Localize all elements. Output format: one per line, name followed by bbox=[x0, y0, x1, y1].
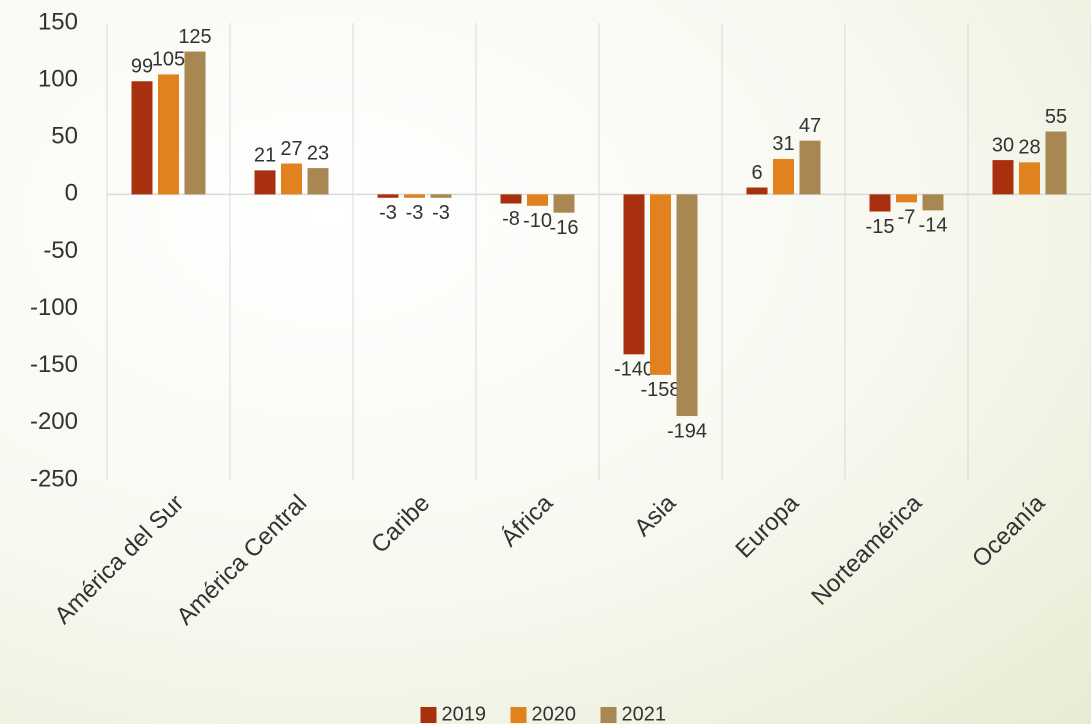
x-tick-label: Norteamérica bbox=[806, 489, 927, 610]
y-tick-label: 50 bbox=[51, 123, 78, 150]
bar bbox=[623, 194, 645, 355]
y-tick-label: 0 bbox=[65, 180, 78, 207]
bar bbox=[404, 194, 425, 198]
data-label: -3 bbox=[379, 202, 397, 224]
bar bbox=[430, 194, 452, 198]
data-label: 30 bbox=[992, 134, 1014, 156]
legend-label: 2021 bbox=[622, 703, 667, 724]
bar bbox=[307, 168, 329, 195]
bar bbox=[281, 163, 302, 195]
y-tick-label: 150 bbox=[38, 8, 78, 35]
data-label: 105 bbox=[152, 49, 185, 71]
bar bbox=[377, 194, 399, 198]
data-label: -7 bbox=[898, 207, 916, 229]
bar bbox=[992, 160, 1014, 195]
y-tick-label: -150 bbox=[30, 351, 78, 378]
data-label: 47 bbox=[799, 115, 821, 137]
bar bbox=[799, 140, 821, 195]
bar bbox=[527, 194, 548, 206]
bar bbox=[1045, 131, 1067, 195]
bar bbox=[254, 170, 276, 195]
data-label: 31 bbox=[772, 133, 794, 155]
x-tick-label: África bbox=[496, 489, 559, 552]
bar bbox=[131, 81, 153, 195]
data-label: 21 bbox=[254, 145, 276, 167]
bar bbox=[1019, 162, 1040, 195]
data-label: -14 bbox=[919, 215, 948, 237]
data-label: -15 bbox=[866, 216, 895, 238]
data-label: -3 bbox=[406, 202, 424, 224]
data-label: -140 bbox=[614, 359, 654, 381]
y-tick-label: -250 bbox=[30, 465, 78, 492]
data-label: 27 bbox=[280, 138, 302, 160]
bar bbox=[922, 194, 944, 211]
data-label: -158 bbox=[640, 379, 680, 401]
data-label: 23 bbox=[307, 142, 329, 164]
x-tick-label: Caribe bbox=[366, 490, 435, 559]
bar bbox=[500, 194, 522, 204]
bar bbox=[553, 194, 575, 213]
legend-swatch bbox=[420, 707, 437, 723]
legend-label: 2019 bbox=[442, 703, 487, 724]
bar bbox=[184, 51, 206, 195]
bar bbox=[896, 194, 917, 203]
bar bbox=[158, 74, 179, 195]
x-tick-label: Oceanía bbox=[967, 489, 1051, 573]
x-tick-label: América del Sur bbox=[49, 490, 189, 630]
bar bbox=[650, 194, 671, 375]
x-tick-label: Europa bbox=[730, 489, 804, 563]
bar bbox=[676, 194, 698, 417]
data-label: -8 bbox=[502, 208, 520, 230]
bar bbox=[869, 194, 891, 212]
data-label: -194 bbox=[667, 420, 707, 442]
legend-label: 2020 bbox=[532, 703, 577, 724]
y-tick-label: 100 bbox=[38, 65, 78, 92]
x-tick-label: América Central bbox=[171, 490, 312, 631]
legend-swatch bbox=[600, 707, 617, 723]
legend-swatch bbox=[510, 707, 527, 723]
data-label: 28 bbox=[1018, 137, 1040, 159]
bar bbox=[773, 158, 794, 195]
data-label: -16 bbox=[550, 217, 579, 239]
y-tick-label: -50 bbox=[43, 237, 78, 264]
y-tick-label: -200 bbox=[30, 408, 78, 435]
data-label: -10 bbox=[523, 210, 552, 232]
y-tick-label: -100 bbox=[30, 294, 78, 321]
data-label: 125 bbox=[178, 26, 211, 48]
data-label: -3 bbox=[432, 202, 450, 224]
data-label: 6 bbox=[751, 162, 762, 184]
bar bbox=[746, 187, 768, 195]
data-label: 55 bbox=[1045, 106, 1067, 128]
data-label: 99 bbox=[131, 56, 153, 78]
x-tick-label: Asia bbox=[629, 489, 682, 542]
